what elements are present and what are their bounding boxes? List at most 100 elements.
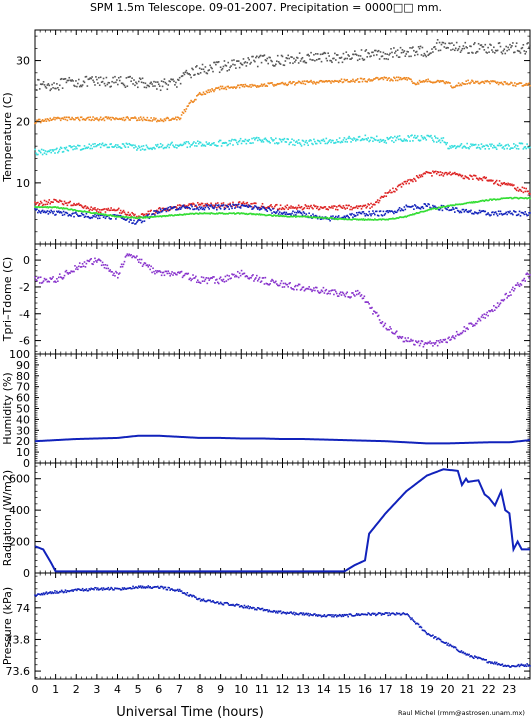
- data-point: [243, 201, 245, 203]
- data-point: [64, 201, 66, 203]
- data-point: [352, 139, 354, 141]
- data-point: [123, 210, 125, 212]
- data-point: [352, 292, 354, 294]
- data-point: [274, 143, 276, 145]
- data-point: [119, 80, 121, 82]
- data-point: [235, 67, 237, 69]
- data-point: [314, 141, 316, 143]
- data-point: [250, 86, 252, 88]
- data-point: [345, 51, 347, 53]
- data-point: [38, 79, 40, 81]
- data-point: [168, 147, 170, 149]
- data-point: [396, 55, 398, 57]
- data-point: [171, 271, 173, 273]
- data-point: [484, 44, 486, 46]
- data-point: [239, 201, 241, 203]
- data-point: [434, 135, 436, 137]
- data-point: [297, 57, 299, 59]
- data-point: [35, 122, 37, 124]
- data-point: [488, 51, 490, 53]
- data-point: [174, 118, 176, 120]
- data-point: [293, 289, 295, 291]
- data-point: [147, 264, 149, 266]
- data-point: [394, 52, 396, 54]
- data-point: [497, 81, 499, 83]
- data-point: [437, 138, 439, 140]
- data-point: [132, 222, 134, 224]
- data-point: [294, 61, 296, 63]
- data-point: [140, 116, 142, 118]
- data-point: [81, 266, 83, 268]
- x-tick-label: 5: [135, 683, 142, 696]
- data-point: [341, 78, 343, 80]
- data-point: [226, 65, 228, 67]
- data-point: [139, 119, 141, 121]
- data-point: [512, 214, 514, 216]
- data-point: [446, 142, 448, 144]
- data-point: [263, 277, 265, 279]
- data-point: [196, 65, 198, 67]
- data-point: [129, 214, 131, 216]
- data-point: [404, 77, 406, 79]
- data-point: [315, 205, 317, 207]
- data-point: [148, 86, 150, 88]
- data-point: [143, 145, 145, 147]
- data-point: [254, 139, 256, 141]
- data-point: [356, 212, 358, 214]
- data-point: [291, 56, 293, 58]
- data-point: [229, 143, 231, 145]
- data-point: [496, 307, 498, 309]
- data-point: [500, 211, 502, 213]
- data-point: [208, 91, 210, 93]
- data-point: [517, 187, 519, 189]
- data-point: [412, 340, 414, 342]
- data-point: [121, 264, 123, 266]
- data-point: [484, 211, 486, 213]
- data-point: [110, 119, 112, 121]
- data-point: [477, 320, 479, 322]
- data-point: [56, 148, 58, 150]
- data-point: [391, 140, 393, 142]
- data-point: [495, 147, 497, 149]
- data-point: [422, 137, 424, 139]
- data-point: [242, 64, 244, 66]
- data-point: [195, 99, 197, 101]
- data-point: [334, 53, 336, 55]
- data-point: [383, 52, 385, 54]
- data-point: [196, 145, 198, 147]
- data-point: [286, 204, 288, 206]
- data-point: [399, 207, 401, 209]
- data-point: [137, 259, 139, 261]
- data-point: [91, 119, 93, 121]
- data-point: [481, 178, 483, 180]
- data-point: [142, 77, 144, 79]
- data-point: [445, 172, 447, 174]
- data-point: [157, 81, 159, 83]
- data-point: [284, 138, 286, 140]
- x-tick-label: 3: [93, 683, 100, 696]
- data-point: [423, 208, 425, 210]
- data-point: [439, 175, 441, 177]
- data-point: [36, 280, 38, 282]
- data-point: [215, 204, 217, 206]
- data-point: [158, 83, 160, 85]
- y-tick-label: 73.6: [6, 665, 31, 678]
- data-point: [67, 205, 69, 207]
- data-point: [100, 147, 102, 149]
- data-point: [234, 207, 236, 209]
- data-point: [81, 86, 83, 88]
- data-point: [527, 214, 529, 216]
- data-point: [343, 205, 345, 207]
- data-point: [86, 213, 88, 215]
- data-point: [407, 337, 409, 339]
- data-point: [505, 144, 507, 146]
- data-point: [485, 314, 487, 316]
- data-point: [107, 265, 109, 267]
- data-point: [141, 259, 143, 261]
- data-point: [409, 140, 411, 142]
- data-point: [54, 119, 56, 121]
- series-0: [34, 253, 531, 347]
- data-point: [504, 53, 506, 55]
- data-point: [206, 141, 208, 143]
- data-point: [458, 82, 460, 84]
